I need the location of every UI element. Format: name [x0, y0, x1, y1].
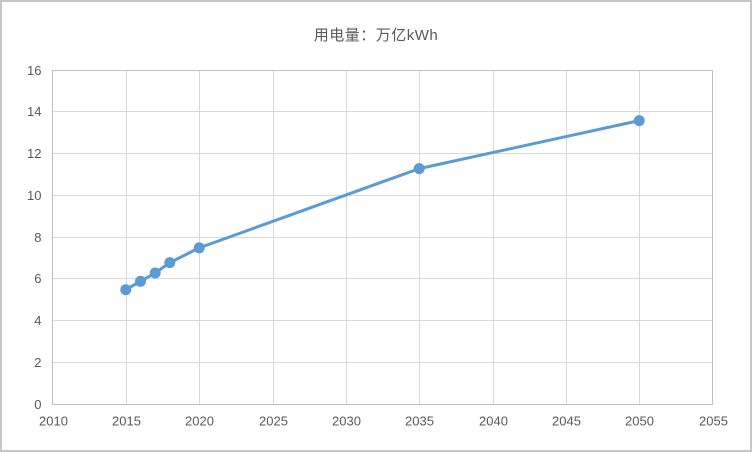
data-point-marker — [149, 267, 161, 279]
y-axis-tick-label: 6 — [34, 271, 41, 286]
y-axis-tick-label: 2 — [34, 355, 41, 370]
x-axis-tick-label: 2025 — [259, 414, 288, 429]
y-axis-tick-label: 16 — [27, 63, 41, 78]
series-line — [124, 119, 641, 292]
y-axis-tick-label: 0 — [34, 397, 41, 412]
y-axis-tick-label: 12 — [27, 146, 41, 161]
chart-title: 用电量：万亿kWh — [313, 27, 439, 44]
data-point-marker — [120, 284, 132, 296]
x-axis-tick-label: 2010 — [39, 414, 68, 429]
data-point-marker — [193, 242, 205, 254]
data-point-marker — [413, 163, 425, 175]
x-axis-tick-label: 2045 — [552, 414, 581, 429]
plot-area-border — [52, 70, 713, 405]
data-point-marker — [135, 275, 146, 287]
data-point-marker — [633, 115, 645, 127]
x-axis-tick-label: 2030 — [332, 414, 361, 429]
x-axis-tick-label: 2035 — [405, 414, 434, 429]
y-axis-tick-label: 8 — [34, 230, 41, 245]
x-axis-tick-label: 2055 — [699, 414, 728, 429]
x-axis-tick-label: 2040 — [479, 414, 508, 429]
x-axis-tick-label: 2020 — [185, 414, 214, 429]
x-axis-tick-label: 2015 — [112, 414, 141, 429]
y-axis-tick-label: 4 — [34, 313, 41, 328]
y-axis-tick-label: 10 — [27, 188, 41, 203]
data-point-marker — [164, 257, 176, 269]
y-axis-tick-label: 14 — [27, 104, 41, 119]
x-axis-tick-label: 2050 — [625, 414, 654, 429]
